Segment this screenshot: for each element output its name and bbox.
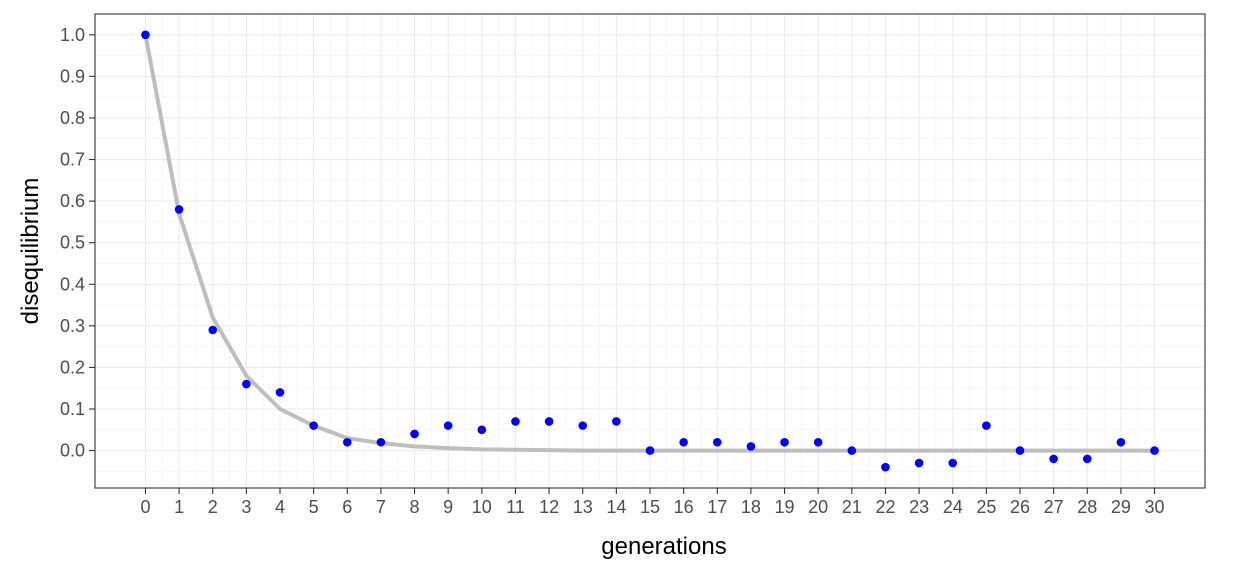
data-points — [141, 30, 1159, 472]
x-tick-label: 5 — [309, 497, 319, 517]
x-tick-label: 9 — [443, 497, 453, 517]
x-tick-label: 8 — [410, 497, 420, 517]
x-tick-label: 17 — [707, 497, 727, 517]
x-tick-label: 14 — [606, 497, 626, 517]
data-point — [881, 462, 890, 472]
data-point — [1049, 454, 1058, 464]
data-point — [712, 437, 722, 447]
x-tick-label: 4 — [275, 497, 285, 517]
data-point — [410, 429, 419, 439]
x-tick-label: 11 — [506, 497, 525, 517]
x-tick-label: 24 — [943, 497, 963, 517]
x-tick-label: 10 — [472, 497, 492, 517]
x-tick-label: 6 — [342, 497, 352, 517]
x-tick-label: 2 — [208, 497, 218, 517]
x-tick-label: 13 — [573, 497, 593, 517]
x-tick-label: 1 — [174, 497, 184, 517]
data-point — [544, 417, 554, 426]
x-tick-label: 29 — [1111, 497, 1131, 517]
x-tick-label: 0 — [140, 497, 150, 517]
data-point — [174, 205, 184, 214]
data-point — [982, 421, 991, 430]
data-point — [679, 437, 688, 447]
x-tick-label: 22 — [875, 497, 895, 517]
data-point — [612, 417, 621, 426]
x-tick-label: 19 — [775, 497, 795, 517]
x-tick-label: 15 — [640, 497, 660, 517]
data-point — [342, 437, 352, 447]
x-tick-label: 18 — [741, 497, 761, 517]
data-point — [1082, 454, 1092, 464]
y-tick-label: 0.8 — [60, 108, 85, 128]
data-point — [578, 421, 588, 430]
y-tick-label: 0.7 — [60, 150, 85, 170]
y-tick-label: 0.6 — [60, 191, 85, 211]
x-tick-label: 12 — [539, 497, 559, 517]
data-point — [1116, 437, 1126, 447]
y-tick-label: 0.1 — [60, 399, 85, 419]
data-point — [443, 421, 453, 430]
x-tick-label: 28 — [1077, 497, 1097, 517]
x-tick-label: 16 — [674, 497, 694, 517]
data-point — [208, 325, 218, 335]
y-axis-title: disequilibrium — [17, 178, 44, 325]
y-tick-label: 0.9 — [60, 66, 85, 86]
x-tick-label: 30 — [1145, 497, 1165, 517]
data-point — [376, 437, 386, 447]
x-tick-label: 25 — [976, 497, 996, 517]
y-tick-label: 1.0 — [60, 25, 85, 45]
data-point — [141, 30, 150, 40]
data-point — [645, 446, 655, 455]
y-axis: 0.0 0.1 0.2 0.3 0.4 0.5 0.6 0.7 0.8 0.9 1.0 — [60, 25, 95, 461]
y-tick-label: 0.3 — [60, 316, 85, 336]
data-point — [948, 458, 958, 468]
x-tick-label: 20 — [808, 497, 828, 517]
x-tick-label: 21 — [842, 497, 862, 517]
data-point — [813, 437, 823, 447]
data-point — [1015, 446, 1025, 455]
data-point — [914, 458, 924, 468]
data-point — [847, 446, 857, 455]
x-tick-label: 3 — [241, 497, 251, 517]
data-point — [309, 421, 318, 430]
y-tick-label: 0.2 — [60, 357, 85, 377]
data-point — [780, 437, 789, 447]
y-tick-label: 0.0 — [60, 441, 85, 461]
data-point — [275, 388, 285, 397]
x-axis: 0 1 2 3 4 5 6 7 8 9 10 11 12 13 14 15 16 17 18 19 20 21 22 23 24… — [140, 488, 1165, 517]
x-tick-label: 27 — [1044, 497, 1064, 517]
x-tick-label: 26 — [1010, 497, 1030, 517]
x-tick-label: 23 — [909, 497, 929, 517]
y-tick-label: 0.4 — [60, 274, 85, 294]
data-point — [242, 379, 251, 389]
data-point — [511, 417, 520, 426]
x-tick-label: 7 — [376, 497, 386, 517]
data-point — [1150, 446, 1159, 455]
y-tick-label: 0.5 — [60, 233, 85, 253]
x-axis-title: generations — [601, 533, 726, 560]
data-point — [477, 425, 487, 435]
data-point — [746, 442, 756, 451]
